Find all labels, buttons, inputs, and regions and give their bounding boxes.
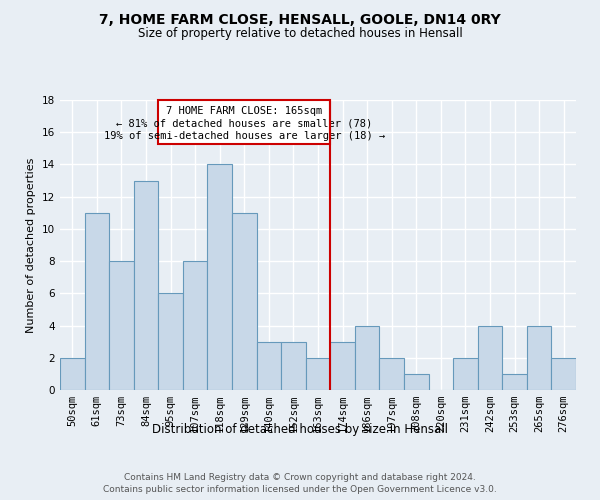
Bar [404,374,428,390]
Text: Distribution of detached houses by size in Hensall: Distribution of detached houses by size … [152,422,448,436]
Bar [306,358,330,390]
Bar [330,342,355,390]
Bar [134,180,158,390]
Bar [60,358,85,390]
Text: Contains public sector information licensed under the Open Government Licence v3: Contains public sector information licen… [103,485,497,494]
Text: 7, HOME FARM CLOSE, HENSALL, GOOLE, DN14 0RY: 7, HOME FARM CLOSE, HENSALL, GOOLE, DN14… [99,12,501,26]
Bar [281,342,306,390]
Bar [527,326,551,390]
Bar [183,261,208,390]
Bar [257,342,281,390]
Bar [232,213,257,390]
Text: 19% of semi-detached houses are larger (18) →: 19% of semi-detached houses are larger (… [104,132,385,141]
Text: Contains HM Land Registry data © Crown copyright and database right 2024.: Contains HM Land Registry data © Crown c… [124,472,476,482]
Text: Size of property relative to detached houses in Hensall: Size of property relative to detached ho… [137,28,463,40]
Text: ← 81% of detached houses are smaller (78): ← 81% of detached houses are smaller (78… [116,118,373,128]
Y-axis label: Number of detached properties: Number of detached properties [26,158,37,332]
Bar [502,374,527,390]
Bar [109,261,134,390]
Bar [85,213,109,390]
Bar [208,164,232,390]
Text: 7 HOME FARM CLOSE: 165sqm: 7 HOME FARM CLOSE: 165sqm [166,106,322,116]
Bar [158,294,183,390]
Bar [379,358,404,390]
Bar [453,358,478,390]
Bar [478,326,502,390]
Bar [158,100,330,144]
Bar [551,358,576,390]
Bar [355,326,379,390]
